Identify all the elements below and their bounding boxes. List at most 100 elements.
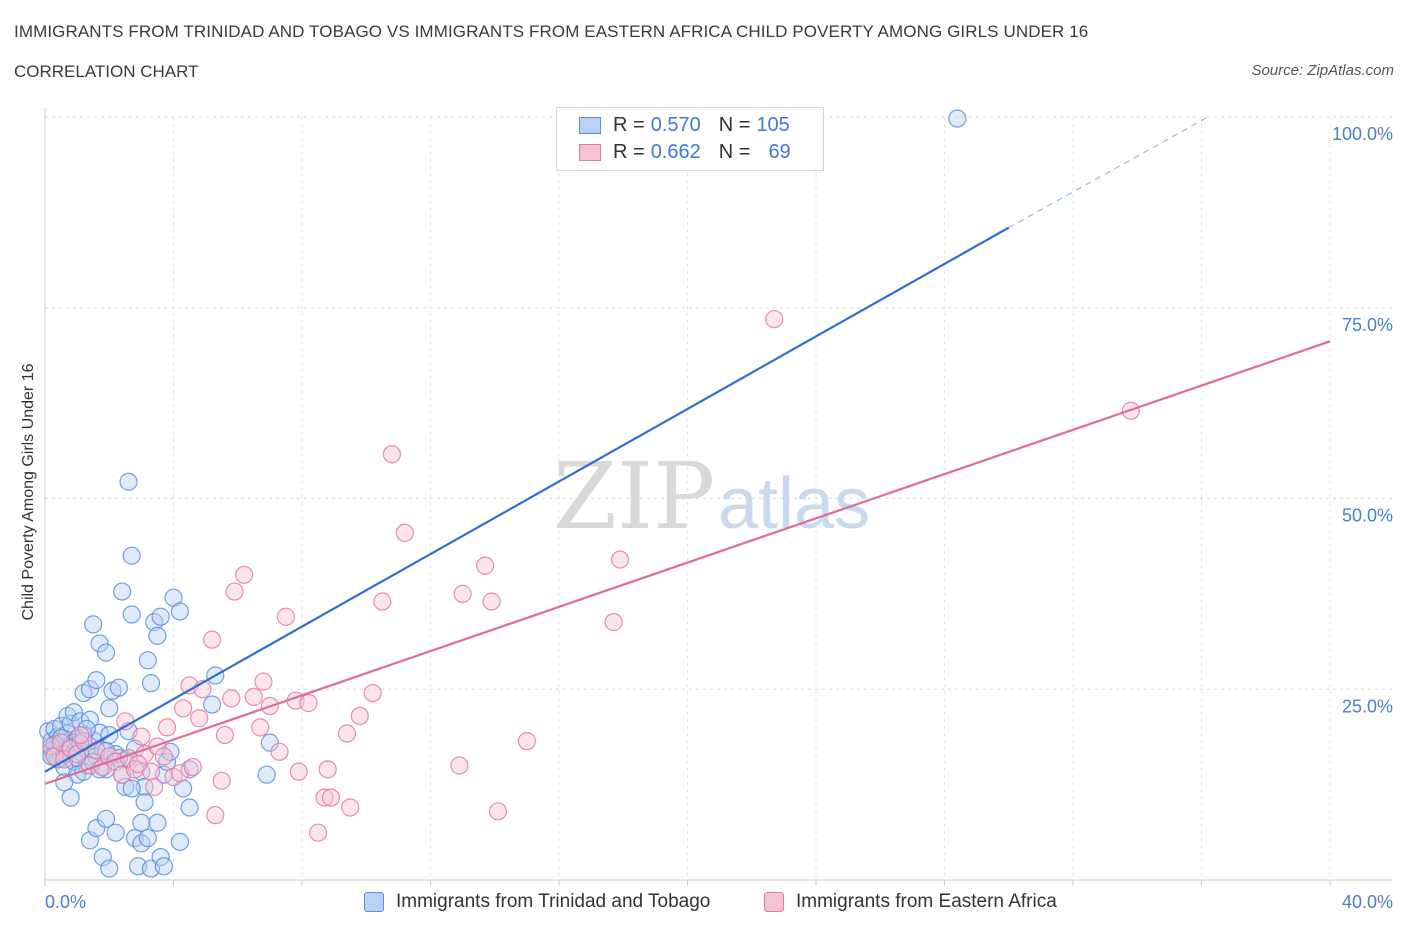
point-eastern-africa: [129, 754, 148, 774]
legend-row-eastern-africa: R = 0.662 N = 69: [579, 139, 791, 165]
point-eastern-africa: [476, 556, 495, 575]
point-eastern-africa: [190, 709, 209, 728]
point-trinidad: [100, 859, 119, 878]
legend-row-trinidad: R = 0.570 N = 105: [579, 112, 790, 138]
point-trinidad: [90, 760, 109, 779]
point-eastern-africa: [244, 687, 263, 706]
point-eastern-africa: [517, 732, 536, 751]
legend-r-label: R =: [613, 140, 645, 163]
point-trinidad: [109, 678, 128, 697]
legend-n-label: N =: [718, 113, 751, 136]
point-eastern-africa: [482, 592, 501, 611]
point-trinidad: [260, 733, 279, 752]
point-trinidad: [138, 828, 157, 848]
point-eastern-africa: [276, 607, 296, 626]
point-eastern-africa: [765, 310, 784, 329]
watermark: ZIP atlas: [553, 443, 870, 550]
point-trinidad: [84, 615, 103, 634]
point-eastern-africa: [395, 523, 414, 542]
point-trinidad: [170, 832, 190, 851]
point-eastern-africa: [157, 718, 177, 737]
point-eastern-africa: [488, 802, 508, 821]
point-trinidad: [96, 809, 116, 829]
point-eastern-africa: [174, 699, 193, 718]
legend-r-value: 0.570: [650, 113, 701, 136]
y-tick-label: 100.0%: [1332, 124, 1393, 144]
correlation-legend: R = 0.570 N = 105 R = 0.662 N = 69: [556, 107, 824, 171]
point-trinidad: [119, 472, 138, 491]
point-eastern-africa: [308, 823, 328, 842]
point-trinidad: [96, 643, 116, 662]
point-eastern-africa: [450, 756, 469, 775]
y-tick-label: 25.0%: [1342, 696, 1393, 716]
point-trinidad: [100, 699, 119, 718]
point-eastern-africa: [42, 737, 61, 756]
point-eastern-africa: [299, 693, 318, 713]
point-eastern-africa: [206, 806, 225, 825]
point-trinidad: [180, 798, 199, 817]
point-eastern-africa: [251, 718, 270, 737]
point-eastern-africa: [350, 706, 369, 726]
point-eastern-africa: [318, 760, 337, 779]
watermark-atlas: atlas: [718, 464, 870, 544]
point-trinidad: [93, 848, 112, 867]
point-trinidad: [180, 760, 199, 779]
point-trinidad: [122, 605, 141, 624]
y-tick-label: 50.0%: [1342, 506, 1393, 526]
point-trinidad: [948, 109, 967, 128]
point-trinidad: [71, 712, 90, 731]
trend-line-extension-trinidad: [1008, 116, 1209, 229]
point-trinidad: [170, 602, 190, 621]
point-trinidad: [202, 695, 222, 714]
y-axis-label: Child Poverty Among Girls Under 16: [20, 363, 37, 620]
legend-r-value: 0.662: [650, 140, 701, 163]
trend-lines: [44, 116, 1331, 785]
point-eastern-africa: [315, 788, 334, 807]
point-eastern-africa: [270, 742, 289, 761]
point-eastern-africa: [125, 760, 145, 779]
point-trinidad: [61, 788, 80, 807]
point-eastern-africa: [225, 582, 244, 601]
point-trinidad: [106, 823, 125, 842]
point-eastern-africa: [132, 727, 151, 746]
point-trinidad: [80, 680, 100, 699]
x-tick-label: 40.0%: [1342, 892, 1393, 912]
y-tick-label: 75.0%: [1342, 315, 1393, 335]
point-trinidad: [157, 752, 177, 771]
point-trinidad: [90, 634, 109, 653]
point-eastern-africa: [341, 798, 360, 817]
bottom-legend-eastern-africa: Immigrants from Eastern Africa: [764, 889, 1057, 915]
data-points: [39, 109, 1140, 878]
trend-line-eastern-africa: [44, 340, 1331, 785]
point-eastern-africa: [337, 724, 357, 743]
point-trinidad: [138, 651, 157, 670]
point-trinidad: [64, 703, 84, 722]
point-trinidad: [151, 607, 170, 626]
point-eastern-africa: [254, 672, 273, 691]
point-eastern-africa: [71, 725, 90, 745]
point-eastern-africa: [145, 777, 164, 797]
trend-line-trinidad: [44, 226, 1010, 773]
legend-r-label: R =: [613, 113, 645, 136]
point-eastern-africa: [382, 445, 402, 464]
point-eastern-africa: [289, 762, 308, 781]
point-trinidad: [257, 765, 276, 784]
bottom-legend-swatch-pink: [764, 892, 784, 912]
point-eastern-africa: [321, 788, 341, 807]
legend-swatch-pink: [579, 143, 601, 161]
chart-title: IMMIGRANTS FROM TRINIDAD AND TOBAGO VS I…: [14, 22, 1089, 41]
point-trinidad: [148, 813, 167, 832]
point-trinidad: [132, 813, 151, 832]
point-trinidad: [141, 674, 161, 693]
point-trinidad: [154, 857, 173, 876]
point-trinidad: [122, 546, 141, 565]
point-eastern-africa: [363, 683, 382, 703]
point-trinidad: [122, 779, 141, 798]
point-eastern-africa: [148, 737, 167, 756]
legend-n-label: N =: [718, 140, 751, 163]
point-eastern-africa: [373, 592, 392, 611]
point-eastern-africa: [235, 565, 254, 584]
point-trinidad: [135, 793, 154, 812]
legend-swatch-blue: [579, 116, 601, 134]
